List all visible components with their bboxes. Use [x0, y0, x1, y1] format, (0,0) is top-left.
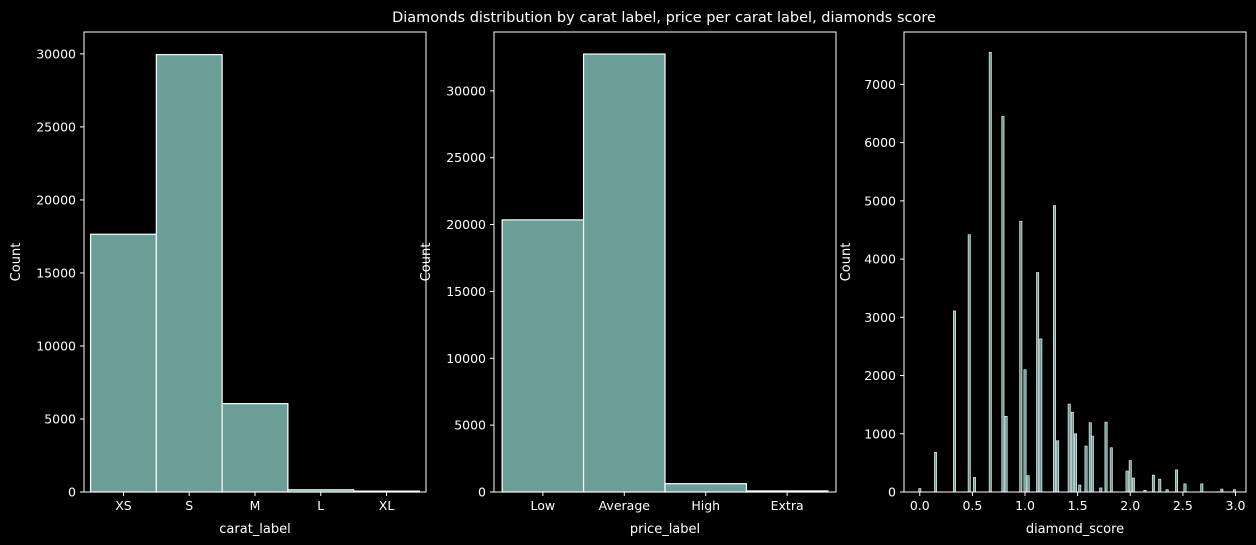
y-tick-label: 4000	[864, 252, 896, 267]
histogram-bar	[967, 234, 971, 493]
x-tick-label: Low	[531, 498, 556, 513]
x-axis-label: price_label	[630, 522, 700, 537]
x-tick-label: 1.5	[1068, 498, 1088, 513]
histogram-bar	[1084, 445, 1088, 493]
x-tick-label: XS	[115, 498, 132, 513]
x-tick-label: 3.0	[1226, 498, 1246, 513]
x-axis-label: carat_label	[219, 522, 290, 537]
histogram-bar	[1067, 403, 1071, 493]
y-tick-label: 3000	[864, 310, 896, 325]
histogram-bar	[1151, 474, 1155, 493]
histogram-bar	[1158, 478, 1162, 493]
histogram-bar	[918, 488, 922, 493]
histogram-bar	[973, 477, 976, 493]
figure-title: Diamonds distribution by carat label, pr…	[392, 10, 936, 26]
x-tick-label: 2.5	[1173, 498, 1193, 513]
histogram-bar	[1056, 440, 1060, 493]
plot-frame	[83, 31, 427, 493]
histogram-bar	[1183, 483, 1187, 493]
x-tick-label: Extra	[771, 498, 804, 513]
histogram-bar	[1036, 272, 1040, 493]
histogram-bar	[934, 452, 938, 493]
x-tick-label: 0.0	[910, 498, 930, 513]
histogram-bar	[1039, 338, 1043, 493]
histogram-bar	[1104, 421, 1108, 493]
x-tick-label: XL	[379, 498, 395, 513]
x-tick-label: 2.0	[1120, 498, 1140, 513]
y-tick-label: 15000	[446, 284, 486, 299]
x-tick-label: L	[317, 498, 324, 513]
y-tick-label: 25000	[36, 119, 76, 134]
bar	[664, 483, 748, 493]
y-tick-label: 15000	[36, 265, 76, 280]
y-axis-label: Count	[839, 243, 854, 282]
chart-3: 0.0 0.5 1.0 1.5 2.0 2.5 3.0 0 1000 2000 3000 4000 50…	[839, 31, 1247, 537]
x-tick-label: S	[185, 498, 193, 513]
y-axis-label: Count	[9, 243, 24, 282]
histogram-bar	[1019, 220, 1023, 493]
y-tick-label: 20000	[36, 192, 76, 207]
x-tick-label: 1.0	[1015, 498, 1035, 513]
y-tick-label: 7000	[864, 77, 896, 92]
y-axis-label: Count	[419, 243, 434, 282]
y-tick-label: 10000	[446, 351, 486, 366]
histogram-bar	[988, 52, 992, 493]
histogram-bar	[1023, 369, 1027, 493]
histogram-bar	[1053, 205, 1056, 493]
x-tick-label: High	[691, 498, 720, 513]
chart-1: XS S M L XL 0 5000 10000 15000 20000 25000 30000 car…	[9, 31, 427, 537]
histogram-bar	[1125, 470, 1129, 493]
y-tick-label: 2000	[864, 368, 896, 383]
histogram-bar	[1131, 477, 1135, 493]
bar	[501, 219, 585, 493]
y-tick-label: 30000	[36, 46, 76, 61]
histogram-bar	[953, 310, 956, 493]
panels: XS S M L XL050001000015000200002500030000car…	[9, 31, 1247, 537]
y-tick-label: 5000	[44, 411, 76, 426]
y-tick-label: 10000	[36, 338, 76, 353]
chart-2: Low Average High Extra 0 5000 10000 15000 20000 2…	[419, 31, 837, 537]
histogram-bar	[1090, 435, 1094, 493]
histogram-bar	[1128, 460, 1132, 493]
plot-frame	[903, 31, 1247, 493]
bar	[155, 54, 223, 493]
histogram-bar	[1200, 483, 1204, 493]
y-tick-label: 5000	[454, 418, 486, 433]
histogram-bar	[1001, 116, 1005, 493]
histogram-bar	[1109, 447, 1113, 493]
plot-frame	[493, 31, 837, 493]
histogram-bar	[1004, 416, 1008, 493]
histogram-bar	[1074, 433, 1077, 493]
y-tick-label: 30000	[446, 83, 486, 98]
y-tick-label: 6000	[864, 135, 896, 150]
y-tick-label: 5000	[864, 193, 896, 208]
x-tick-label: 0.5	[962, 498, 982, 513]
histogram-bar	[1175, 469, 1179, 493]
x-tick-label: M	[250, 498, 261, 513]
y-tick-label: 20000	[446, 217, 486, 232]
y-tick-label: 0	[478, 485, 486, 500]
y-tick-label: 0	[888, 485, 896, 500]
bar	[221, 403, 289, 493]
y-tick-label: 0	[68, 485, 76, 500]
y-tick-label: 25000	[446, 150, 486, 165]
histogram-bar	[1070, 411, 1074, 493]
bar	[582, 53, 666, 493]
y-tick-label: 1000	[864, 426, 896, 441]
bar	[89, 233, 157, 493]
histogram-bar	[1099, 487, 1103, 493]
x-axis-label: diamond_score	[1026, 522, 1124, 537]
histogram-bar	[1026, 475, 1030, 493]
x-tick-label: Average	[599, 498, 651, 513]
histogram-bar	[1078, 484, 1082, 493]
